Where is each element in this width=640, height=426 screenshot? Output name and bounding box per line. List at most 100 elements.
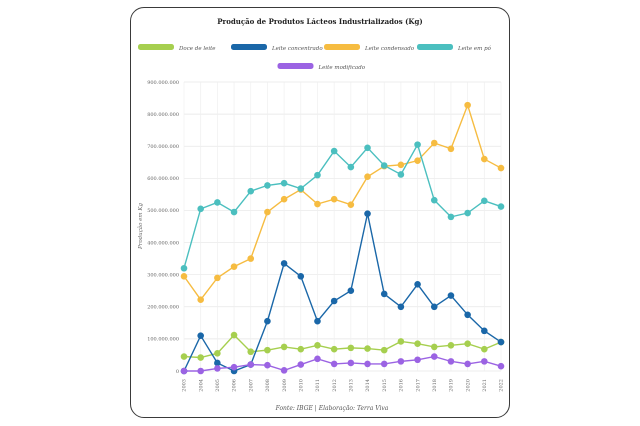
data-point[interactable] (230, 208, 238, 216)
data-point[interactable] (247, 255, 255, 262)
data-point[interactable] (280, 367, 288, 374)
legend-swatch[interactable] (138, 44, 174, 50)
data-point[interactable] (264, 208, 271, 216)
data-point[interactable] (297, 361, 305, 368)
legend-swatch[interactable] (277, 63, 314, 69)
data-point[interactable] (197, 332, 204, 339)
data-point[interactable] (464, 209, 471, 217)
data-point[interactable] (214, 359, 221, 367)
data-point[interactable] (197, 296, 204, 304)
data-point[interactable] (247, 361, 255, 368)
data-point[interactable] (397, 161, 405, 169)
data-point[interactable] (297, 345, 305, 353)
data-point[interactable] (180, 367, 188, 375)
data-point[interactable] (481, 197, 488, 205)
data-point[interactable] (414, 141, 421, 148)
data-point[interactable] (397, 358, 405, 365)
data-point[interactable] (380, 290, 388, 298)
data-point[interactable] (497, 164, 505, 172)
legend-label[interactable]: Leite condensado (364, 46, 415, 52)
data-point[interactable] (280, 179, 288, 187)
data-point[interactable] (330, 195, 338, 203)
data-point[interactable] (297, 185, 305, 192)
data-point[interactable] (414, 340, 421, 348)
data-point[interactable] (330, 345, 338, 353)
data-point[interactable] (447, 213, 455, 221)
data-point[interactable] (430, 353, 438, 360)
data-point[interactable] (180, 272, 188, 280)
legend-swatch[interactable] (417, 44, 453, 50)
data-point[interactable] (430, 139, 438, 147)
data-point[interactable] (280, 195, 288, 203)
data-point[interactable] (180, 264, 188, 272)
data-point[interactable] (497, 203, 505, 210)
data-point[interactable] (447, 145, 455, 153)
data-point[interactable] (464, 311, 471, 319)
data-point[interactable] (380, 360, 388, 368)
data-point[interactable] (414, 281, 421, 288)
data-point[interactable] (214, 365, 221, 372)
data-point[interactable] (430, 196, 438, 204)
data-point[interactable] (297, 272, 305, 280)
data-point[interactable] (364, 210, 371, 217)
data-point[interactable] (364, 360, 371, 368)
data-point[interactable] (397, 171, 405, 178)
legend-swatch[interactable] (231, 44, 267, 50)
data-point[interactable] (464, 360, 471, 368)
data-point[interactable] (230, 363, 238, 371)
data-point[interactable] (481, 327, 488, 335)
data-point[interactable] (347, 359, 355, 367)
data-point[interactable] (347, 201, 355, 208)
data-point[interactable] (280, 343, 288, 351)
data-point[interactable] (330, 297, 338, 305)
data-point[interactable] (330, 147, 338, 155)
data-point[interactable] (264, 317, 271, 325)
data-point[interactable] (364, 144, 371, 152)
data-point[interactable] (397, 338, 405, 345)
data-point[interactable] (380, 346, 388, 354)
data-point[interactable] (197, 205, 204, 213)
data-point[interactable] (214, 199, 221, 206)
data-point[interactable] (347, 287, 355, 295)
data-point[interactable] (230, 331, 238, 339)
data-point[interactable] (414, 157, 421, 164)
data-point[interactable] (397, 303, 405, 311)
data-point[interactable] (314, 171, 321, 179)
data-point[interactable] (364, 345, 371, 352)
data-point[interactable] (264, 346, 271, 354)
data-point[interactable] (464, 101, 471, 109)
data-point[interactable] (330, 360, 338, 368)
data-point[interactable] (214, 274, 221, 282)
data-point[interactable] (430, 303, 438, 311)
legend-label[interactable]: Leite em pó (457, 45, 492, 52)
data-point[interactable] (180, 353, 188, 360)
data-point[interactable] (364, 173, 371, 181)
data-point[interactable] (314, 342, 321, 349)
data-point[interactable] (481, 345, 488, 353)
legend-label[interactable]: Doce de leite (178, 46, 216, 52)
data-point[interactable] (464, 340, 471, 348)
data-point[interactable] (481, 358, 488, 365)
data-point[interactable] (497, 338, 505, 346)
data-point[interactable] (264, 182, 271, 189)
legend-label[interactable]: Leite concentrado (271, 46, 323, 52)
data-point[interactable] (481, 155, 488, 163)
data-point[interactable] (197, 354, 204, 361)
legend-swatch[interactable] (324, 44, 360, 50)
data-point[interactable] (264, 361, 271, 369)
legend-label[interactable]: Leite modificado (318, 65, 366, 71)
data-point[interactable] (447, 342, 455, 349)
data-point[interactable] (447, 292, 455, 299)
data-point[interactable] (347, 163, 355, 171)
data-point[interactable] (314, 200, 321, 208)
data-point[interactable] (314, 355, 321, 363)
data-point[interactable] (314, 317, 321, 325)
data-point[interactable] (247, 348, 255, 356)
data-point[interactable] (247, 187, 255, 195)
data-point[interactable] (497, 362, 505, 370)
data-point[interactable] (197, 367, 204, 375)
data-point[interactable] (414, 356, 421, 364)
data-point[interactable] (230, 263, 238, 270)
data-point[interactable] (347, 344, 355, 352)
data-point[interactable] (214, 350, 221, 357)
